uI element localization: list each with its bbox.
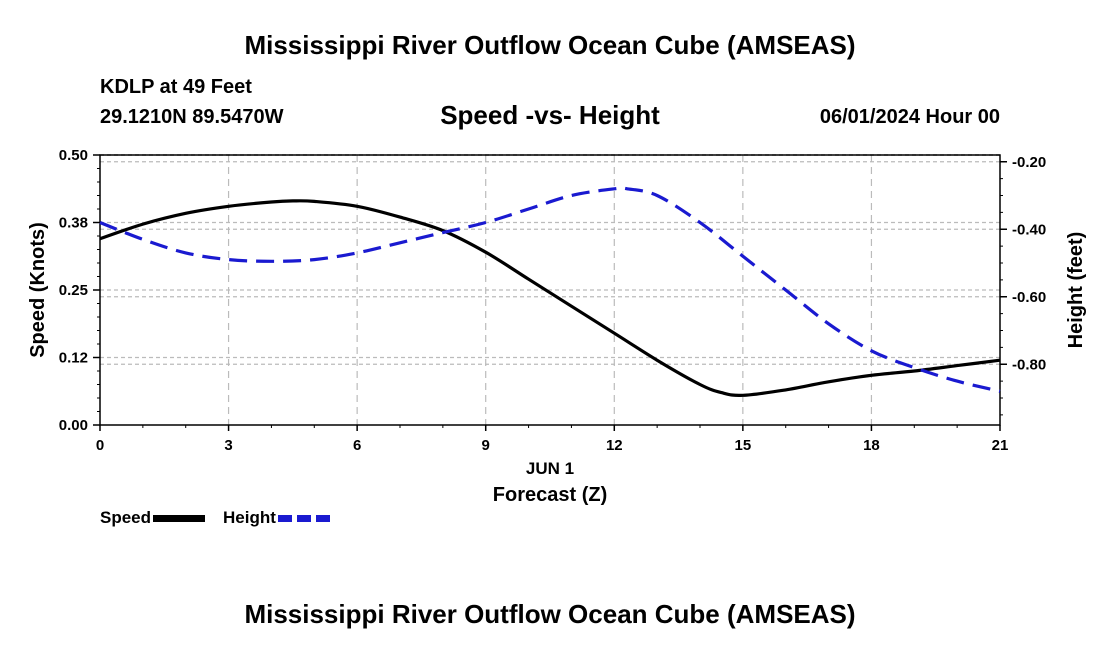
- y2-tick-label: -0.80: [1012, 356, 1046, 373]
- x-tick-label: 9: [482, 437, 490, 454]
- y-axis-title: Speed (Knots): [27, 222, 49, 358]
- y-tick-label: 0.25: [59, 282, 88, 299]
- x-tick-label: 3: [224, 437, 232, 454]
- axis-layer: 0 3 6 9 12 15 18 21 0.00 0.12 0.25 0.38 0.50 -0.20 -0.…: [59, 147, 1046, 454]
- x-axis-date-label: JUN 1: [526, 459, 574, 478]
- x-axis-title: Forecast (Z): [493, 484, 607, 506]
- y2-tick-label: -0.60: [1012, 289, 1046, 306]
- x-tick-label: 21: [992, 437, 1009, 454]
- y2-axis-title: Height (feet): [1065, 232, 1087, 349]
- legend-label-height: Height: [223, 508, 276, 527]
- x-tick-label: 6: [353, 437, 361, 454]
- chart-legend: Speed Height: [100, 508, 348, 528]
- y-tick-label: 0.12: [59, 350, 88, 367]
- legend-swatch-height: [277, 514, 330, 522]
- legend-item-height: Height: [223, 508, 330, 528]
- y-tick-label: 0.50: [59, 147, 88, 164]
- series-line-speed: [99, 199, 1001, 398]
- series-layer: [99, 186, 1001, 398]
- legend-swatch-speed: [153, 514, 206, 522]
- y2-tick-label: -0.40: [1012, 221, 1046, 238]
- y2-tick-label: -0.20: [1012, 154, 1046, 171]
- y-tick-label: 0.00: [59, 417, 88, 434]
- series-line-height: [99, 186, 1001, 393]
- x-tick-label: 15: [735, 437, 752, 454]
- chart-datetime: 06/01/2024 Hour 00: [819, 106, 1000, 128]
- footer-title: Mississippi River Outflow Ocean Cube (AM…: [244, 599, 856, 629]
- legend-label-speed: Speed: [100, 508, 152, 527]
- station-label: KDLP at 49 Feet: [100, 76, 252, 98]
- y-tick-label: 0.38: [59, 215, 88, 232]
- station-coordinates: 29.1210N 89.5470W: [100, 106, 284, 128]
- speed-height-chart: 0 3 6 9 12 15 18 21 0.00 0.12 0.25 0.38 0.50 -0.20 -0.…: [27, 147, 1087, 506]
- grid-layer: [100, 154, 1000, 425]
- legend-item-speed: Speed: [100, 508, 206, 528]
- x-tick-label: 12: [606, 437, 623, 454]
- x-tick-label: 18: [863, 437, 880, 454]
- chart-main-title: Mississippi River Outflow Ocean Cube (AM…: [244, 30, 856, 60]
- chart-subtitle: Speed -vs- Height: [440, 100, 660, 130]
- x-tick-label: 0: [96, 437, 104, 454]
